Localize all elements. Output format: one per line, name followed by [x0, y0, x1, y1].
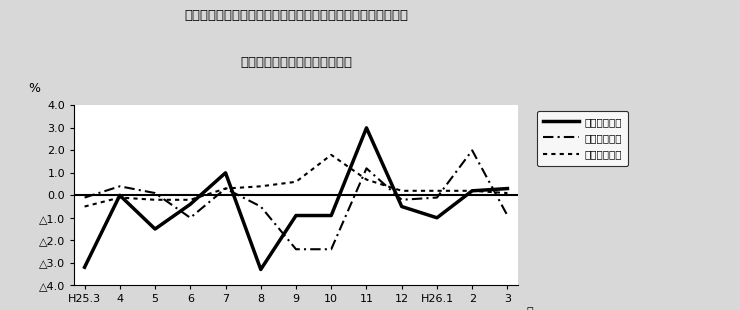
Text: %: % — [28, 82, 40, 95]
Legend: 現金給与総額, 総実労働時間, 常用雇用指数: 現金給与総額, 総実労働時間, 常用雇用指数 — [536, 111, 628, 166]
Text: （規模５人以上　調査産業計）: （規模５人以上 調査産業計） — [240, 56, 352, 69]
Text: 月: 月 — [527, 307, 534, 310]
Text: 第４図　賃金、労働時間、常用雇用指数　対前年同月比の推移: 第４図 賃金、労働時間、常用雇用指数 対前年同月比の推移 — [184, 9, 408, 22]
